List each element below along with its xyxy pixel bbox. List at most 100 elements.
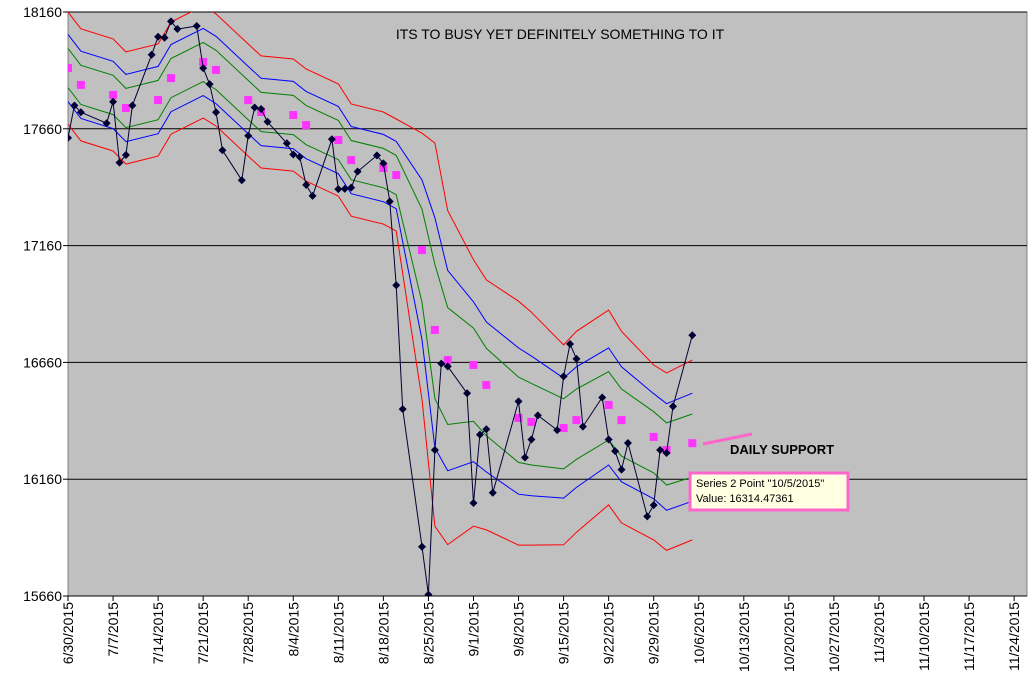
point-marker: [463, 389, 472, 398]
series-line: [68, 27, 693, 405]
point-marker: [572, 416, 581, 425]
point-marker: [559, 372, 568, 381]
point-marker: [604, 400, 613, 409]
point-marker: [533, 411, 542, 420]
tooltip: [688, 471, 850, 512]
point-marker: [192, 22, 201, 31]
point-marker: [559, 424, 568, 433]
point-marker: [475, 430, 484, 439]
x-tick-label: 7/28/2015: [240, 602, 256, 664]
point-marker: [347, 156, 356, 165]
x-tick-label: 8/11/2015: [330, 602, 346, 663]
point-marker: [199, 57, 208, 66]
point-marker: [295, 152, 304, 161]
point-marker: [669, 402, 678, 411]
x-tick-label: 9/15/2015: [556, 602, 572, 664]
x-tick-label: 10/20/2015: [781, 602, 797, 672]
point-marker: [212, 108, 221, 117]
point-marker: [514, 397, 523, 406]
point-marker: [282, 139, 291, 148]
x-tick-label: 8/25/2015: [420, 602, 436, 664]
point-marker: [173, 25, 182, 34]
point-marker: [649, 501, 658, 510]
point-marker: [154, 32, 163, 41]
x-tick-label: 7/7/2015: [105, 602, 121, 657]
point-marker: [327, 135, 336, 144]
point-marker: [166, 17, 175, 26]
point-marker: [437, 359, 446, 368]
x-tick-label: 6/30/2015: [60, 602, 76, 664]
point-marker: [353, 167, 362, 176]
point-marker: [205, 80, 214, 89]
point-marker: [166, 74, 175, 83]
point-marker: [417, 246, 426, 255]
point-marker: [70, 101, 79, 110]
point-marker: [334, 136, 343, 145]
point-marker: [424, 590, 433, 596]
y-tick-label: 17160: [23, 238, 62, 254]
x-tick-label: 10/27/2015: [826, 602, 842, 672]
y-tick-label: 17660: [23, 121, 62, 137]
point-marker: [121, 150, 130, 159]
grid: [68, 11, 1027, 597]
point-marker: [237, 176, 246, 185]
point-marker: [482, 381, 491, 390]
point-marker: [488, 488, 497, 497]
point-marker: [443, 356, 452, 365]
point-marker: [250, 103, 259, 112]
point-marker: [520, 453, 529, 462]
point-marker: [617, 416, 626, 425]
point-marker: [469, 360, 478, 369]
series-line: [68, 81, 693, 486]
point-marker: [688, 331, 697, 340]
x-tick-label: 9/29/2015: [646, 602, 662, 664]
point-marker: [68, 64, 72, 73]
point-marker: [115, 158, 124, 167]
point-marker: [76, 80, 85, 89]
point-marker: [340, 184, 349, 193]
x-tick-label: 8/4/2015: [285, 602, 301, 657]
point-marker: [598, 393, 607, 402]
y-tick-label: 16160: [23, 471, 62, 487]
chart-title: ITS TO BUSY YET DEFINITELY SOMETHING TO …: [396, 26, 725, 42]
x-tick-label: 9/8/2015: [511, 602, 527, 657]
point-marker: [662, 449, 671, 458]
x-tick-label: 10/6/2015: [691, 602, 707, 664]
point-marker: [566, 339, 575, 348]
x-tick-label: 11/3/2015: [871, 602, 887, 663]
point-marker: [218, 146, 227, 155]
point-marker: [417, 542, 426, 551]
x-tick-label: 9/22/2015: [601, 602, 617, 664]
point-marker: [212, 65, 221, 74]
point-marker: [160, 33, 169, 42]
series-line: [68, 41, 693, 424]
point-marker: [469, 499, 478, 508]
point-marker: [334, 185, 343, 194]
point-marker: [379, 159, 388, 168]
point-marker: [392, 281, 401, 290]
point-marker: [688, 439, 697, 448]
x-tick-label: 11/17/2015: [961, 602, 977, 671]
point-marker: [578, 422, 587, 431]
point-marker: [76, 108, 85, 117]
series-layer: [68, 12, 697, 596]
point-marker: [430, 446, 439, 454]
point-marker: [372, 151, 381, 160]
y-tick-label: 15660: [23, 588, 62, 604]
y-tick-label: 18160: [23, 4, 62, 20]
point-marker: [527, 417, 536, 426]
point-marker: [289, 111, 298, 120]
point-marker: [257, 104, 266, 113]
point-marker: [572, 354, 581, 363]
x-tick-label: 8/18/2015: [375, 602, 391, 664]
point-marker: [109, 97, 118, 106]
point-marker: [656, 446, 665, 454]
point-marker: [308, 191, 317, 200]
point-marker: [68, 133, 72, 142]
point-marker: [199, 64, 208, 73]
point-marker: [398, 405, 407, 414]
point-marker: [385, 197, 394, 206]
x-tick-label: 11/24/2015: [1006, 602, 1022, 671]
annotation-label: DAILY SUPPORT: [730, 442, 834, 457]
